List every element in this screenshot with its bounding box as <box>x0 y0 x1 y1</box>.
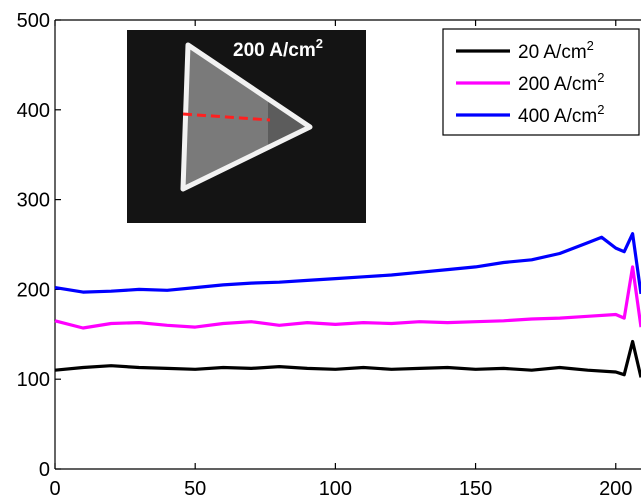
y-ticks: 0 100 200 300 400 500 <box>17 10 61 481</box>
y-tick-label: 400 <box>17 100 50 122</box>
legend-label-2: 200 A/cm2 <box>518 70 604 95</box>
plot-area <box>54 19 641 470</box>
inset-label: 200 A/cm2 <box>233 36 323 61</box>
series-layer <box>54 232 641 378</box>
inset-cut-line <box>182 112 271 122</box>
y-tick-label: 0 <box>39 459 50 481</box>
x-tick-label: 100 <box>319 478 352 498</box>
y-tick-label: 200 <box>17 279 50 301</box>
inset-triangle-darker <box>268 98 310 147</box>
series-line-1 <box>54 339 641 378</box>
x-tick-label: 50 <box>184 478 206 498</box>
legend-label-3: 400 A/cm2 <box>518 102 604 127</box>
y-tick-label: 100 <box>17 369 50 391</box>
legend-label-1: 20 A/cm2 <box>518 38 594 63</box>
x-tick-label: 0 <box>49 478 60 498</box>
inset-image: 200 A/cm2 <box>127 30 366 223</box>
x-ticks: 0 50 100 150 200 <box>49 20 632 498</box>
y-tick-label: 500 <box>17 10 50 32</box>
series-line-3 <box>54 232 641 295</box>
x-tick-label: 150 <box>459 478 492 498</box>
legend: 20 A/cm2 200 A/cm2 400 A/cm2 <box>442 28 640 136</box>
series-line-2 <box>54 265 641 330</box>
inset-triangle-edge <box>180 42 313 192</box>
y-tick-label: 300 <box>17 190 50 212</box>
x-tick-label: 200 <box>599 478 632 498</box>
